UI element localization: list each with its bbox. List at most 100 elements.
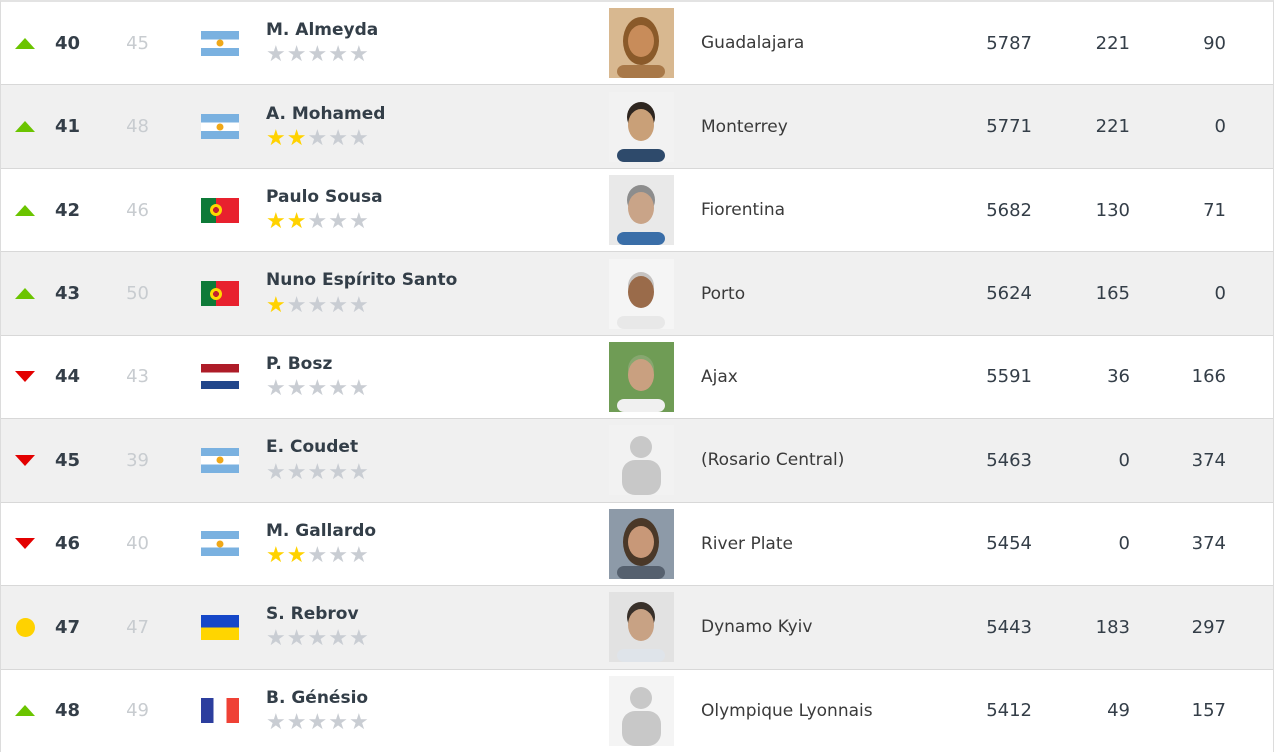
manager-name[interactable]: M. Almeyda [266,20,379,41]
table-row[interactable]: 43 50 Nuno Espírito Santo ★★★★★ Porto 56… [1,252,1273,336]
star-empty-icon: ★ [307,459,329,485]
country-flag-icon [201,281,239,307]
star-filled-icon: ★ [286,209,308,235]
points-total: 5624 [986,283,1032,305]
table-row[interactable]: 44 43 P. Bosz ★★★★★ Ajax 5591 36 166 [1,335,1273,420]
star-empty-icon: ★ [307,542,329,568]
trend-up-icon [15,37,35,49]
manager-name[interactable]: E. Coudet [266,437,359,458]
netherlands-flag-icon [201,364,239,390]
star-empty-icon: ★ [307,42,329,68]
country-flag-icon [201,114,239,140]
rank-previous: 43 [126,366,149,388]
club-name[interactable]: Guadalajara [701,33,805,54]
points-col3: 90 [1203,32,1226,54]
rank-current: 41 [54,116,80,138]
manager-name[interactable]: Paulo Sousa [266,186,383,207]
star-empty-icon: ★ [286,292,308,318]
points-col2: 130 [1095,199,1130,221]
points-col2: 165 [1095,283,1130,305]
star-rating: ★★★★★ [266,459,582,485]
table-row[interactable]: 45 39 E. Coudet ★★★★★ (Rosario Central) … [1,419,1273,503]
table-row[interactable]: 46 40 M. Gallardo ★★★★★ River Plate 5454… [1,502,1273,587]
star-empty-icon: ★ [348,459,370,485]
star-filled-icon: ★ [286,542,308,568]
trend-indicator [1,705,49,717]
trend-down-icon [15,371,35,383]
manager-photo[interactable] [609,592,674,663]
points-total: 5771 [986,116,1032,138]
rank-previous: 46 [126,199,149,221]
table-row[interactable]: 47 47 S. Rebrov ★★★★★ Dynamo Kyiv 5443 1… [1,586,1273,670]
trend-up-icon [15,288,35,300]
manager-name[interactable]: B. Génésio [266,687,369,708]
points-col3: 0 [1214,283,1226,305]
star-empty-icon: ★ [348,626,370,652]
manager-name[interactable]: S. Rebrov [266,604,359,625]
star-rating: ★★★★★ [266,628,582,650]
rank-previous: 45 [126,32,149,54]
trend-up-icon [15,705,35,717]
points-col2: 0 [1118,449,1130,471]
club-name[interactable]: Ajax [701,366,738,387]
star-empty-icon: ★ [286,376,308,402]
table-row[interactable]: 48 49 B. Génésio ★★★★★ Olympique Lyonnai… [1,669,1273,752]
table-row[interactable]: 40 45 M. Almeyda ★★★★★ Guadalajara 5787 … [1,2,1273,86]
points-col2: 49 [1107,700,1130,722]
rank-previous: 39 [126,449,149,471]
manager-photo[interactable] [609,341,674,412]
manager-name[interactable]: P. Bosz [266,353,333,374]
star-empty-icon: ★ [286,459,308,485]
manager-name[interactable]: M. Gallardo [266,520,377,541]
manager-photo[interactable] [609,258,674,329]
club-name[interactable]: Olympique Lyonnais [701,700,873,721]
points-col2: 36 [1107,366,1130,388]
rank-previous: 47 [126,616,149,638]
club-name[interactable]: Monterrey [701,116,788,137]
argentina-flag-icon [201,30,239,56]
star-empty-icon: ★ [286,42,308,68]
argentina-flag-icon [201,531,239,557]
trend-down-icon [15,538,35,550]
club-name[interactable]: River Plate [701,533,793,554]
points-col2: 0 [1118,533,1130,555]
club-name[interactable]: Porto [701,283,746,304]
manager-name[interactable]: Nuno Espírito Santo [266,270,458,291]
star-rating: ★★★★★ [266,378,582,400]
star-rating: ★★★★★ [266,44,582,66]
points-total: 5443 [986,616,1032,638]
club-name[interactable]: (Rosario Central) [701,450,845,471]
manager-photo[interactable] [609,675,674,746]
rank-current: 48 [54,700,80,722]
club-name[interactable]: Fiorentina [701,200,786,221]
points-col3: 71 [1203,199,1226,221]
trend-up-icon [15,121,35,133]
manager-photo[interactable] [609,425,674,496]
star-empty-icon: ★ [328,209,349,235]
club-name[interactable]: Dynamo Kyiv [701,617,813,638]
manager-photo[interactable] [609,91,674,162]
star-empty-icon: ★ [348,292,370,318]
points-col3: 0 [1214,116,1226,138]
table-row[interactable]: 41 48 A. Mohamed ★★★★★ Monterrey 5771 22… [1,85,1273,169]
points-total: 5463 [986,449,1032,471]
manager-photo[interactable] [609,175,674,246]
trend-indicator [1,121,49,133]
star-filled-icon: ★ [266,209,287,235]
star-empty-icon: ★ [286,626,308,652]
star-rating: ★★★★★ [266,211,582,233]
points-col3: 297 [1191,616,1226,638]
star-rating: ★★★★★ [266,711,582,734]
argentina-flag-icon [201,447,239,473]
manager-name[interactable]: A. Mohamed [266,103,386,124]
trend-indicator [1,454,49,466]
manager-photo[interactable] [609,508,674,579]
star-rating: ★★★★★ [266,542,582,568]
points-col3: 166 [1191,366,1226,388]
rank-previous: 48 [126,116,149,138]
manager-name-block: M. Gallardo ★★★★★ [266,521,582,567]
points-total: 5454 [986,533,1032,555]
table-row[interactable]: 42 46 Paulo Sousa ★★★★★ Fiorentina 5682 … [1,168,1273,253]
manager-photo[interactable] [609,8,674,79]
france-flag-icon [201,698,239,724]
